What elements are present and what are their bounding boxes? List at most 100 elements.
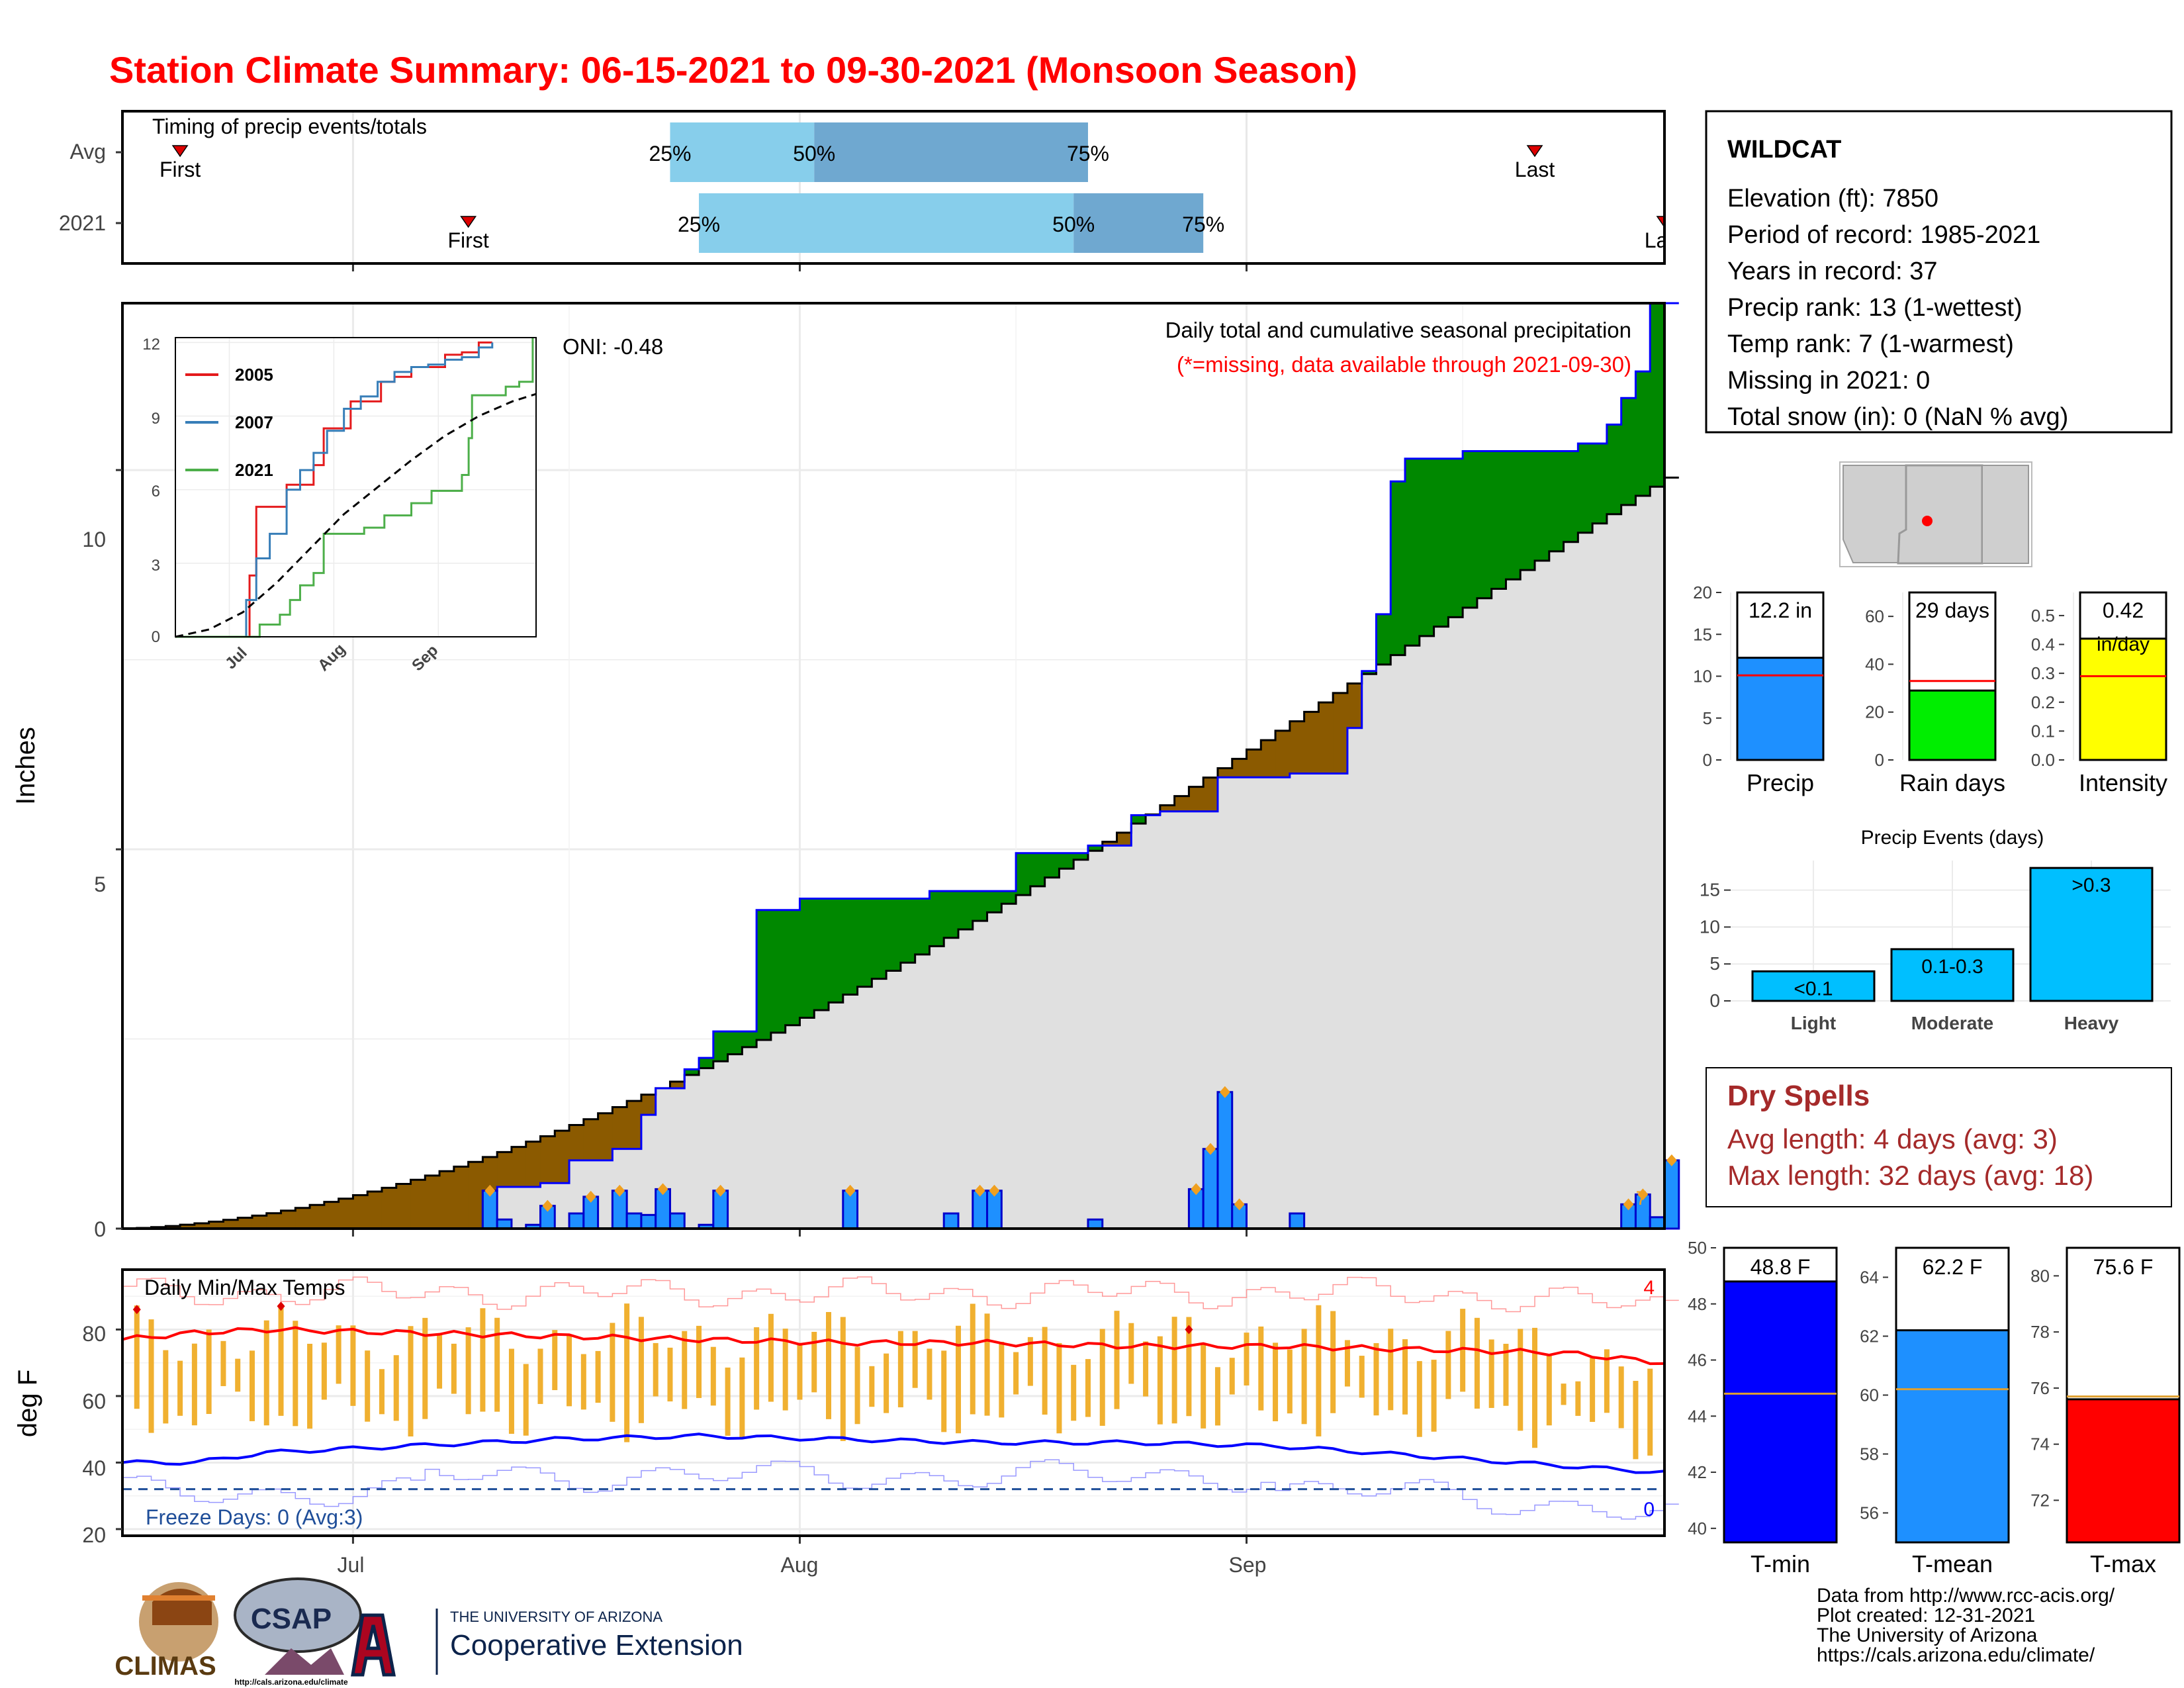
daily-temp-range-bar xyxy=(552,1330,558,1390)
avg-cumulative-area-segment xyxy=(1275,777,1291,1229)
cumulative-diff-segment xyxy=(972,891,988,921)
axis-ticks xyxy=(116,151,1248,1544)
timing-avg-p25-label: 25% xyxy=(649,142,691,165)
cumulative-diff-segment xyxy=(1102,841,1118,846)
cumulative-diff-segment xyxy=(1304,712,1319,774)
daily-temp-range-bar xyxy=(206,1329,212,1415)
x-tick-aug: Aug xyxy=(781,1553,819,1577)
daily-temp-range-bar xyxy=(768,1313,774,1402)
extreme-event-marker xyxy=(542,1199,553,1212)
tmax-ytick: 72 xyxy=(2030,1490,2050,1510)
cumulative-diff-segment xyxy=(1030,853,1046,886)
cumulative-diff-segment xyxy=(987,891,1002,913)
station-location-marker xyxy=(1922,516,1933,526)
daily-temp-range-bar xyxy=(595,1350,601,1403)
daily-temp-range-bar xyxy=(1244,1333,1250,1385)
dry-spells-box: Dry Spells Avg length: 4 days (avg: 3) M… xyxy=(1706,1067,2172,1207)
cumulative-diff-segment xyxy=(569,1125,584,1160)
station-elevation: Elevation (ft): 7850 xyxy=(1727,185,1938,212)
avg-cumulative-area-segment xyxy=(1419,635,1435,1229)
avg-cumulative-area-segment xyxy=(1361,674,1377,1229)
temp-label: Daily Min/Max Temps xyxy=(144,1276,345,1299)
daily-temp-range-bar xyxy=(1186,1317,1192,1417)
avg-cumulative-area-segment xyxy=(1491,588,1506,1229)
cumulative-diff-segment xyxy=(829,898,844,1003)
cumulative-diff-segment xyxy=(929,891,944,947)
daily-temp-range-bar xyxy=(1575,1381,1581,1416)
avg-cumulative-area-segment xyxy=(1073,859,1089,1229)
daily-temp-range-bar xyxy=(1546,1355,1552,1426)
freeze-days-label: Freeze Days: 0 (Avg:3) xyxy=(146,1505,363,1529)
daily-temp-range-bar xyxy=(1445,1331,1451,1399)
daily-temp-range-bar xyxy=(336,1325,341,1384)
cumulative-diff-segment xyxy=(612,1107,627,1149)
cumulative-diff-segment xyxy=(238,1217,253,1229)
avg-cumulative-area-segment xyxy=(944,937,959,1229)
avg-cumulative-area-segment xyxy=(1520,570,1535,1229)
missing-marker-text: 7 xyxy=(1636,1188,1647,1209)
temp-y-tick-60: 60 xyxy=(82,1389,106,1413)
oni-label: ONI: -0.48 xyxy=(563,334,663,359)
inset-legend-2005: 2005 xyxy=(235,365,273,385)
temp-plot xyxy=(122,1276,1679,1520)
avg-cumulative-area-segment xyxy=(1203,811,1218,1229)
cumulative-diff-segment xyxy=(1275,730,1291,778)
precip-panel: 7 Inches 0 5 10 ONI: -0.48 Daily total a… xyxy=(11,302,1680,1241)
avg-cumulative-line xyxy=(122,477,1679,1230)
cumulative-diff-segment xyxy=(310,1205,325,1229)
inset-chart: 0 3 6 9 12 Jul Aug Sep 2005 2007 2021 xyxy=(142,336,537,675)
tmean-value-label: 62.2 F xyxy=(1923,1255,1983,1279)
avg-cumulative-area-segment xyxy=(1059,868,1074,1229)
tmin-ytick: 50 xyxy=(1688,1238,1707,1258)
events-bar-label-light: <0.1 xyxy=(1794,978,1833,1000)
credit-line-2: Plot created: 12-31-2021 xyxy=(1817,1605,2035,1626)
intensity-unit-label: in/day xyxy=(2097,633,2150,655)
cumulative-diff-segment xyxy=(1059,853,1074,869)
tmax-value-label: 75.6 F xyxy=(2093,1255,2154,1279)
daily-temp-range-bar xyxy=(379,1369,385,1415)
avg-cumulative-area-segment xyxy=(1246,777,1261,1229)
tmax-bar xyxy=(2066,1398,2181,1544)
record-max-marker xyxy=(132,1305,141,1315)
arizona-locator-map xyxy=(1839,461,2032,567)
avg-cumulative-area-segment xyxy=(1116,845,1132,1229)
inset-y-tick-12: 12 xyxy=(142,336,160,353)
timing-2021-q25-q50-bar xyxy=(699,193,1074,253)
cumulative-diff-segment xyxy=(598,1113,613,1160)
daily-precip-bar xyxy=(1289,1212,1306,1230)
daily-temp-range-bar xyxy=(782,1329,788,1411)
daily-temp-range-bar xyxy=(1099,1329,1105,1426)
daily-temp-range-bar xyxy=(393,1355,399,1421)
cumulative-diff-segment xyxy=(525,1141,541,1187)
cumulative-diff-segment xyxy=(1016,853,1031,896)
avg-cumulative-area-segment xyxy=(1160,811,1175,1229)
cumulative-diff-segment xyxy=(1592,443,1608,524)
cumulative-diff-segment xyxy=(1131,815,1146,824)
avg-cumulative-area-segment xyxy=(756,1040,772,1229)
avg-cumulative-area-segment xyxy=(1304,773,1319,1229)
daily-temp-range-bar xyxy=(235,1358,241,1392)
daily-precip-bar xyxy=(568,1212,585,1230)
daily-temp-range-bar xyxy=(191,1343,197,1426)
daily-temp-range-bar xyxy=(826,1312,832,1419)
daily-temp-range-bar xyxy=(177,1360,183,1416)
cumulative-diff-segment xyxy=(1044,853,1060,878)
avg-cumulative-area-segment xyxy=(929,946,944,1229)
cumulative-diff-segment xyxy=(1405,458,1420,646)
station-info-box: WILDCAT Elevation (ft): 7850 Period of r… xyxy=(1705,110,2173,434)
daily-temp-range-bar xyxy=(854,1346,860,1425)
avg-cumulative-area-segment xyxy=(1477,598,1492,1229)
summary-bars: Precip Rain days Intensity 0 5 10 15 20 12.2 … xyxy=(1693,583,2167,796)
cumulative-diff-segment xyxy=(324,1201,340,1229)
daily-temp-range-bar xyxy=(1027,1336,1033,1386)
daily-temp-range-bar xyxy=(811,1331,817,1393)
daily-temp-range-bar xyxy=(1503,1344,1509,1406)
cumulative-diff-segment xyxy=(1606,424,1622,514)
cumulative-diff-segment xyxy=(468,1162,483,1229)
daily-precip-bar xyxy=(1663,1159,1680,1230)
events-bar-label-heavy: >0.3 xyxy=(2071,874,2111,896)
x-tick-sep: Sep xyxy=(1229,1553,1267,1577)
ua-logo-line-2: Cooperative Extension xyxy=(450,1629,743,1662)
cumulative-diff-segment xyxy=(684,1069,700,1075)
inset-series-average xyxy=(175,393,537,638)
